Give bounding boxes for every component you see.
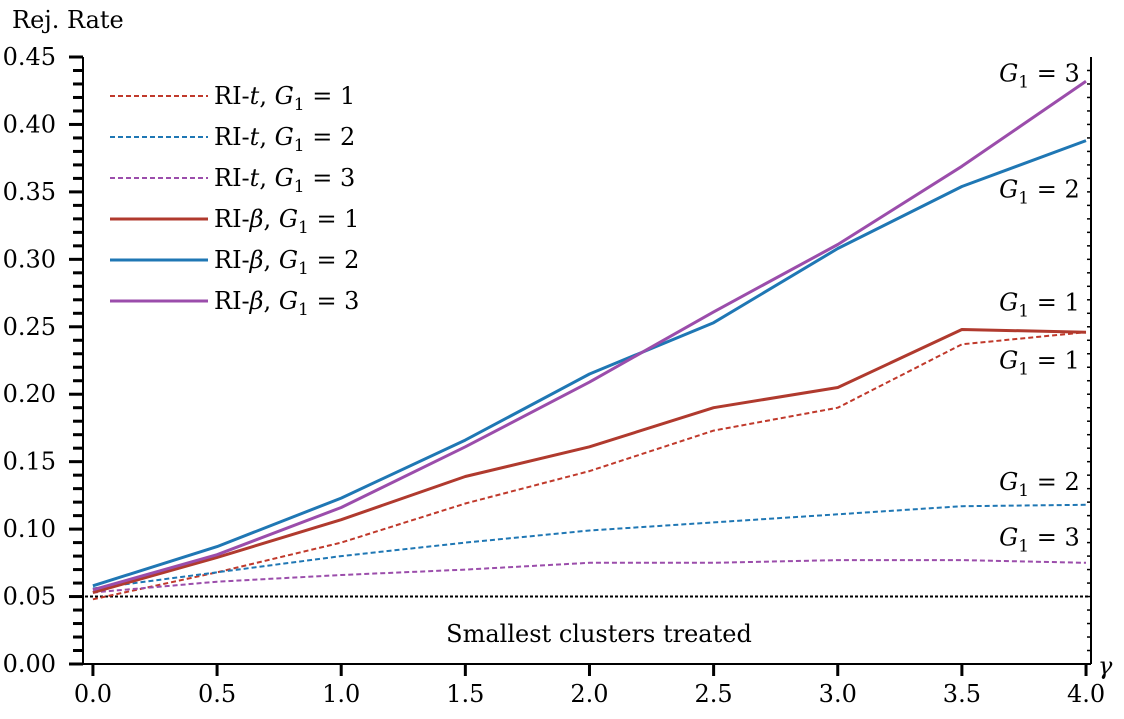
x-tick-label: 0.0 bbox=[74, 680, 112, 708]
x-tick-label: 2.0 bbox=[570, 680, 608, 708]
y-tick-label: 0.10 bbox=[3, 515, 56, 543]
series-line-4 bbox=[93, 330, 1086, 593]
reference-line-group: Smallest clusters treated bbox=[85, 597, 1091, 648]
legend-label-1: RI-t, G1 = 1 bbox=[214, 82, 355, 115]
annotation-label-5: G1 = 2 bbox=[999, 468, 1080, 501]
x-tick-label: 0.5 bbox=[198, 680, 236, 708]
y-axis-title: Rej. Rate bbox=[12, 6, 124, 34]
series-line-6 bbox=[93, 81, 1086, 590]
y-tick-label: 0.00 bbox=[3, 650, 56, 678]
x-tick-label: 4.0 bbox=[1067, 680, 1105, 708]
legend: RI-t, G1 = 1 RI-t, G1 = 2 RI-t, G1 = 3 RI-β… bbox=[110, 82, 359, 320]
y-tick-label: 0.35 bbox=[3, 178, 56, 206]
reference-line-label: Smallest clusters treated bbox=[446, 620, 752, 648]
y-tick-label: 0.45 bbox=[3, 43, 56, 71]
y-tick-label: 0.20 bbox=[3, 380, 56, 408]
series-lines bbox=[93, 81, 1086, 599]
tick-labels: 0.00 0.05 0.10 0.15 0.20 0.25 0.30 0.35 0.40 0.45… bbox=[3, 43, 1106, 708]
y-tick-label: 0.30 bbox=[3, 245, 56, 273]
x-tick-label: 3.5 bbox=[943, 680, 981, 708]
annotation-label-1: G1 = 3 bbox=[999, 59, 1080, 92]
legend-label-3: RI-t, G1 = 3 bbox=[214, 164, 355, 197]
annotation-label-4: G1 = 1 bbox=[999, 347, 1080, 380]
legend-label-2: RI-t, G1 = 2 bbox=[214, 123, 355, 156]
annotation-label-6: G1 = 3 bbox=[999, 523, 1080, 556]
x-tick-label: 1.5 bbox=[446, 680, 484, 708]
series-line-3 bbox=[93, 560, 1086, 592]
y-tick-label: 0.05 bbox=[3, 583, 56, 611]
legend-label-4: RI-β, G1 = 1 bbox=[214, 205, 359, 238]
x-tick-label: 2.5 bbox=[695, 680, 733, 708]
series-line-1 bbox=[93, 332, 1086, 599]
y-tick-label: 0.40 bbox=[3, 110, 56, 138]
annotation-label-2: G1 = 2 bbox=[999, 175, 1080, 208]
x-tick-label: 1.0 bbox=[322, 680, 360, 708]
y-tick-label: 0.25 bbox=[3, 313, 56, 341]
legend-label-5: RI-β, G1 = 2 bbox=[214, 246, 359, 279]
x-axis-title: γ bbox=[1098, 652, 1113, 680]
legend-label-6: RI-β, G1 = 3 bbox=[214, 287, 359, 320]
y-tick-label: 0.15 bbox=[3, 448, 56, 476]
annotation-label-3: G1 = 1 bbox=[999, 289, 1080, 322]
x-tick-label: 3.0 bbox=[819, 680, 857, 708]
